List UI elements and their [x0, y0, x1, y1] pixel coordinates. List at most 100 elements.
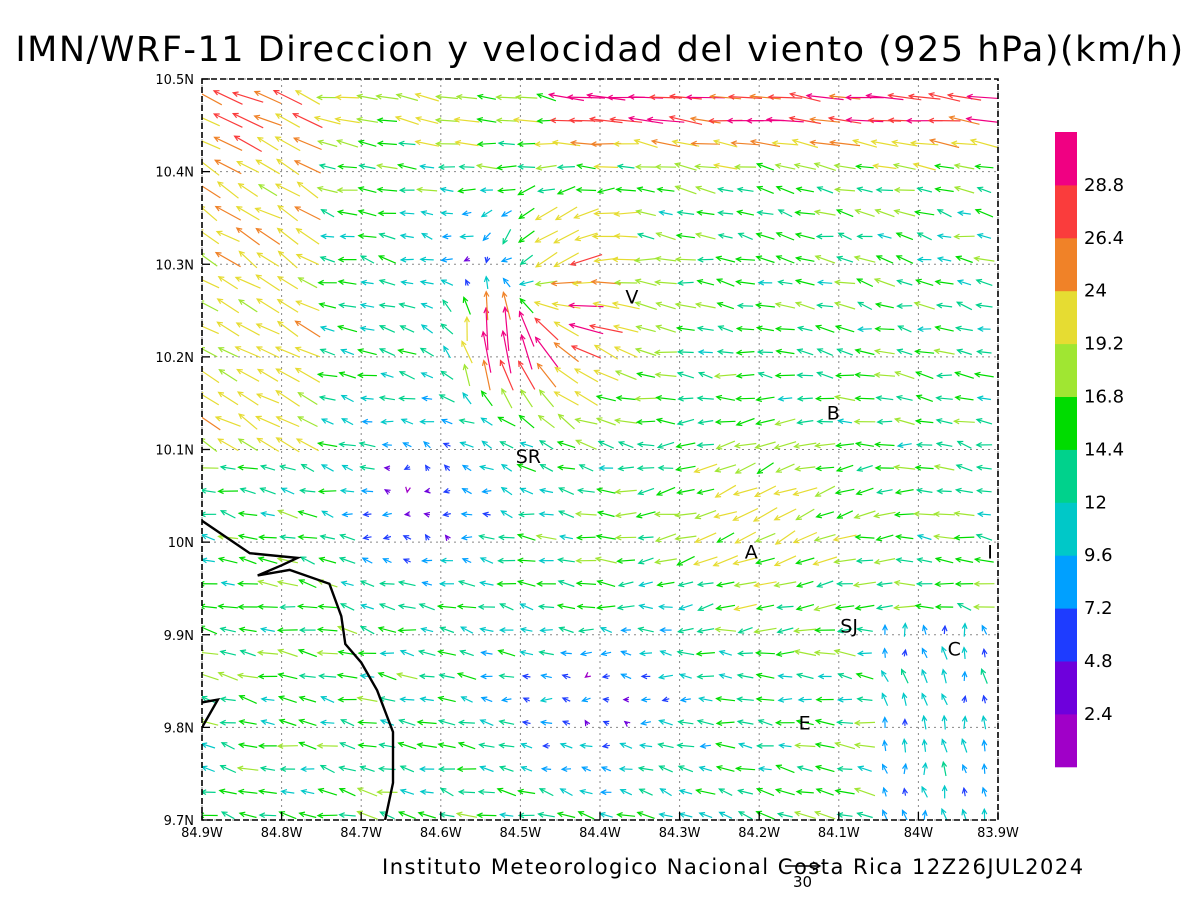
- wind-vector: [654, 371, 677, 378]
- wind-vector: [619, 742, 633, 749]
- wind-vector: [834, 488, 855, 495]
- wind-vector: [776, 627, 794, 634]
- wind-vector: [636, 232, 655, 240]
- wind-vector: [256, 649, 279, 656]
- wind-vector: [553, 321, 579, 337]
- wind-vector: [676, 418, 695, 426]
- wind-vector: [876, 418, 893, 425]
- wind-vector: [749, 139, 781, 148]
- wind-vector: [775, 651, 795, 657]
- wind-vector: [712, 139, 738, 148]
- wind-vector: [613, 346, 638, 358]
- wind-vector: [382, 558, 392, 564]
- wind-vector: [654, 533, 677, 543]
- wind-vector: [276, 579, 299, 587]
- wind-vector: [836, 696, 853, 703]
- wind-vector: [260, 511, 275, 517]
- wind-vector: [815, 465, 835, 472]
- wind-vector: [614, 370, 637, 381]
- wind-vector: [715, 741, 736, 749]
- wind-vector: [715, 696, 736, 702]
- wind-vector: [921, 785, 928, 798]
- wind-vector: [202, 416, 221, 431]
- wind-vector: [520, 766, 533, 772]
- wind-vector: [854, 395, 875, 402]
- wind-vector: [278, 464, 296, 471]
- wind-vector: [556, 440, 576, 449]
- wind-vector: [882, 623, 888, 635]
- wind-vector: [634, 278, 657, 286]
- wind-vector: [399, 210, 415, 217]
- wind-vector: [316, 626, 338, 633]
- wind-vector: [936, 233, 952, 240]
- wind-vector: [298, 741, 317, 750]
- wind-vector: [595, 417, 616, 426]
- wind-vector: [941, 760, 948, 777]
- wind-vector: [457, 187, 476, 194]
- wind-vector: [377, 672, 397, 681]
- wind-vector: [255, 227, 281, 245]
- wind-vector: [827, 115, 862, 124]
- wind-vector: [598, 465, 614, 471]
- wind-vector: [459, 441, 474, 448]
- wind-vector: [558, 626, 574, 634]
- wind-vector: [753, 485, 777, 498]
- wind-vector: [255, 346, 280, 359]
- wind-vector: [358, 163, 376, 170]
- wind-vector: [400, 418, 414, 425]
- wind-vector: [420, 557, 433, 564]
- wind-vector: [553, 391, 579, 406]
- wind-vector: [795, 672, 814, 680]
- wind-vector: [592, 301, 620, 309]
- wind-vector: [676, 279, 694, 286]
- wind-vector: [298, 718, 317, 726]
- wind-vector: [638, 788, 653, 796]
- wind-vector: [497, 140, 515, 147]
- wind-vector: [238, 250, 258, 269]
- wind-vector: [638, 650, 653, 657]
- wind-vector: [853, 255, 876, 263]
- wind-vector: [874, 208, 895, 218]
- wind-vector: [295, 253, 320, 266]
- wind-vector: [795, 186, 815, 193]
- wind-vector: [420, 232, 433, 240]
- wind-vector: [434, 140, 459, 147]
- wind-vector: [359, 255, 375, 264]
- wind-vector: [914, 418, 934, 425]
- colorbar-segment: [1055, 555, 1077, 609]
- lat-tick-label: 10.1N: [155, 444, 194, 459]
- wind-vector: [260, 719, 275, 726]
- wind-vector: [767, 94, 803, 101]
- wind-vector: [424, 533, 431, 541]
- wind-vector: [894, 370, 915, 380]
- wind-vector: [320, 464, 334, 472]
- wind-vector: [597, 440, 615, 449]
- wind-vector: [674, 535, 697, 542]
- wind-vector: [334, 116, 360, 124]
- wind-vector: [380, 418, 394, 425]
- wind-vector: [218, 788, 237, 795]
- wind-vector: [584, 719, 591, 727]
- wind-vector: [214, 205, 242, 221]
- wind-vector: [442, 487, 451, 494]
- wind-vector: [214, 416, 241, 427]
- wind-vector: [735, 325, 755, 332]
- wind-vector: [516, 557, 536, 564]
- wind-vector: [219, 510, 236, 519]
- wind-vector: [609, 116, 643, 123]
- wind-vector: [514, 94, 538, 101]
- wind-vector: [497, 416, 516, 427]
- wind-vector: [260, 696, 275, 703]
- wind-vector: [596, 487, 616, 494]
- wind-vector: [893, 464, 916, 471]
- wind-vector: [893, 417, 915, 426]
- wind-vector: [397, 348, 417, 355]
- wind-vector: [516, 141, 536, 147]
- wind-vector: [677, 719, 694, 726]
- wind-vector: [976, 326, 991, 332]
- wind-vector: [717, 325, 734, 333]
- wind-vector: [676, 742, 695, 749]
- wind-vector: [796, 325, 813, 332]
- wind-vector: [845, 117, 884, 123]
- wind-vector: [882, 647, 888, 658]
